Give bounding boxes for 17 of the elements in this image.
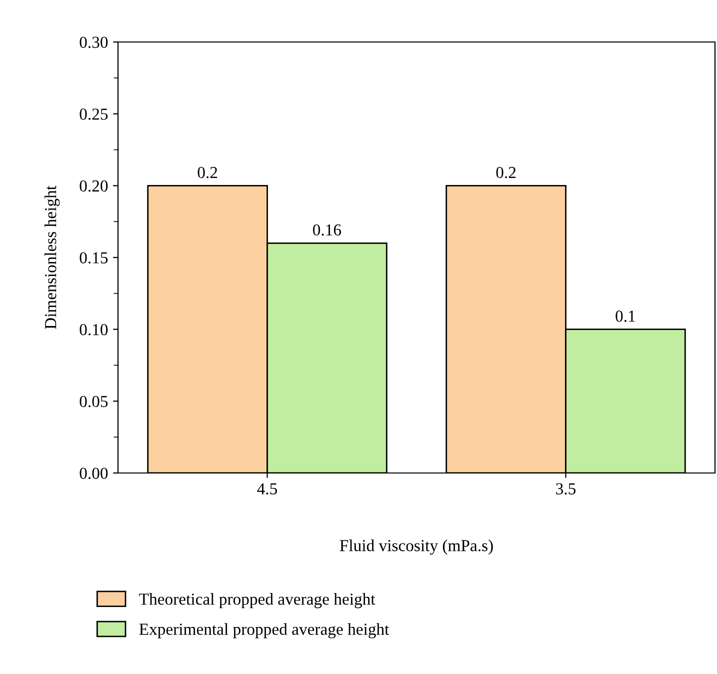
x-tick-label: 4.5 [257, 483, 278, 495]
y-tick-label: 0.05 [80, 396, 108, 408]
legend-label: Experimental propped average height [139, 623, 390, 638]
data-label: 0.1 [616, 310, 635, 322]
y-tick-label: 0.30 [80, 36, 108, 48]
data-label: 0.2 [496, 166, 516, 178]
x-tick-label: 3.5 [556, 483, 576, 495]
y-tick-label: 0.00 [80, 468, 108, 480]
legend-label: Theoretical propped average height [139, 593, 376, 608]
y-tick-label: 0.20 [80, 180, 108, 192]
data-label: 0.2 [198, 166, 218, 178]
y-tick-label: 0.10 [80, 324, 108, 336]
x-axis-title: Fluid viscosity (mPa.s) [340, 540, 493, 555]
y-tick-label: 0.25 [80, 108, 108, 120]
y-axis-title: Dimensionless height [44, 186, 60, 330]
y-tick-label: 0.15 [80, 252, 108, 264]
data-label: 0.16 [313, 224, 342, 236]
